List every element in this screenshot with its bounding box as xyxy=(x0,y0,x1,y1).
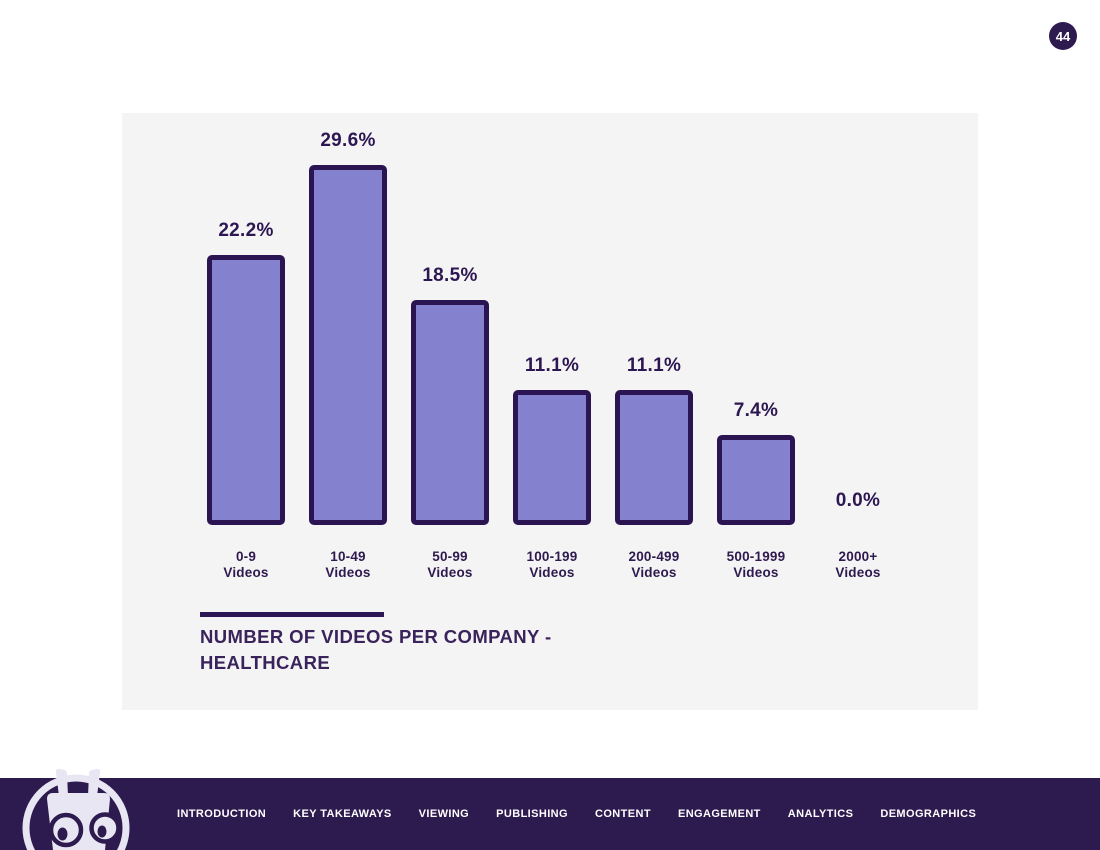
page-number-badge: 44 xyxy=(1049,22,1077,50)
bar-value-label: 11.1% xyxy=(626,355,682,376)
chart-title-line-2: HEALTHCARE xyxy=(200,651,331,673)
chart-title: NUMBER OF VIDEOS PER COMPANY - HEALTHCAR… xyxy=(200,624,552,675)
bar-200-499-videos xyxy=(615,390,693,525)
x-axis-label: 2000+ Videos xyxy=(835,549,881,580)
mascot-pupil-right xyxy=(97,825,107,838)
bar-value-label: 11.1% xyxy=(524,355,580,376)
mascot-pupil-left xyxy=(57,827,68,841)
footer-nav: INTRODUCTION KEY TAKEAWAYS VIEWING PUBLISHI… xyxy=(177,778,976,850)
mascot-antenna-left xyxy=(55,768,68,796)
nav-item-introduction[interactable]: INTRODUCTION xyxy=(177,808,267,820)
nav-item-engagement[interactable]: ENGAGEMENT xyxy=(677,808,761,820)
mascot-antenna-right xyxy=(88,768,101,796)
nav-item-demographics[interactable]: DEMOGRAPHICS xyxy=(880,808,977,820)
x-axis-label: 200-499 Videos xyxy=(628,549,680,580)
title-underline-rule xyxy=(200,612,384,617)
bar-chart: 22.2% 0-9 Videos 29.6% 10-49 Videos 18.5% 50-99… xyxy=(122,113,978,710)
nav-item-key-takeaways[interactable]: KEY TAKEAWAYS xyxy=(293,808,392,820)
x-axis-label: 50-99 Videos xyxy=(427,549,473,580)
bar-10-49-videos xyxy=(309,165,387,525)
robot-mascot-logo xyxy=(22,768,130,850)
x-axis-label: 0-9 Videos xyxy=(223,549,269,580)
bar-value-label: 29.6% xyxy=(320,130,376,151)
bar-value-label: 7.4% xyxy=(733,400,779,421)
x-axis-label: 10-49 Videos xyxy=(325,549,371,580)
footer-nav-bar: INTRODUCTION KEY TAKEAWAYS VIEWING PUBLISHI… xyxy=(0,778,1100,850)
x-axis-label: 100-199 Videos xyxy=(526,549,578,580)
chart-title-line-1: NUMBER OF VIDEOS PER COMPANY - xyxy=(200,626,552,647)
bar-value-label: 0.0% xyxy=(835,490,881,511)
x-axis-label: 500-1999 Videos xyxy=(726,549,786,580)
bar-100-199-videos xyxy=(513,390,591,525)
nav-item-analytics[interactable]: ANALYTICS xyxy=(787,808,854,820)
bar-0-9-videos xyxy=(207,255,285,525)
mascot-ring xyxy=(22,774,130,850)
bar-value-label: 18.5% xyxy=(422,265,478,286)
bar-50-99-videos xyxy=(411,300,489,525)
bar-500-1999-videos xyxy=(717,435,795,525)
nav-item-content[interactable]: CONTENT xyxy=(594,808,651,820)
chart-panel: 22.2% 0-9 Videos 29.6% 10-49 Videos 18.5% 50-99… xyxy=(122,113,978,710)
nav-item-publishing[interactable]: PUBLISHING xyxy=(496,808,568,820)
nav-item-viewing[interactable]: VIEWING xyxy=(418,808,470,820)
bar-value-label: 22.2% xyxy=(218,220,274,241)
